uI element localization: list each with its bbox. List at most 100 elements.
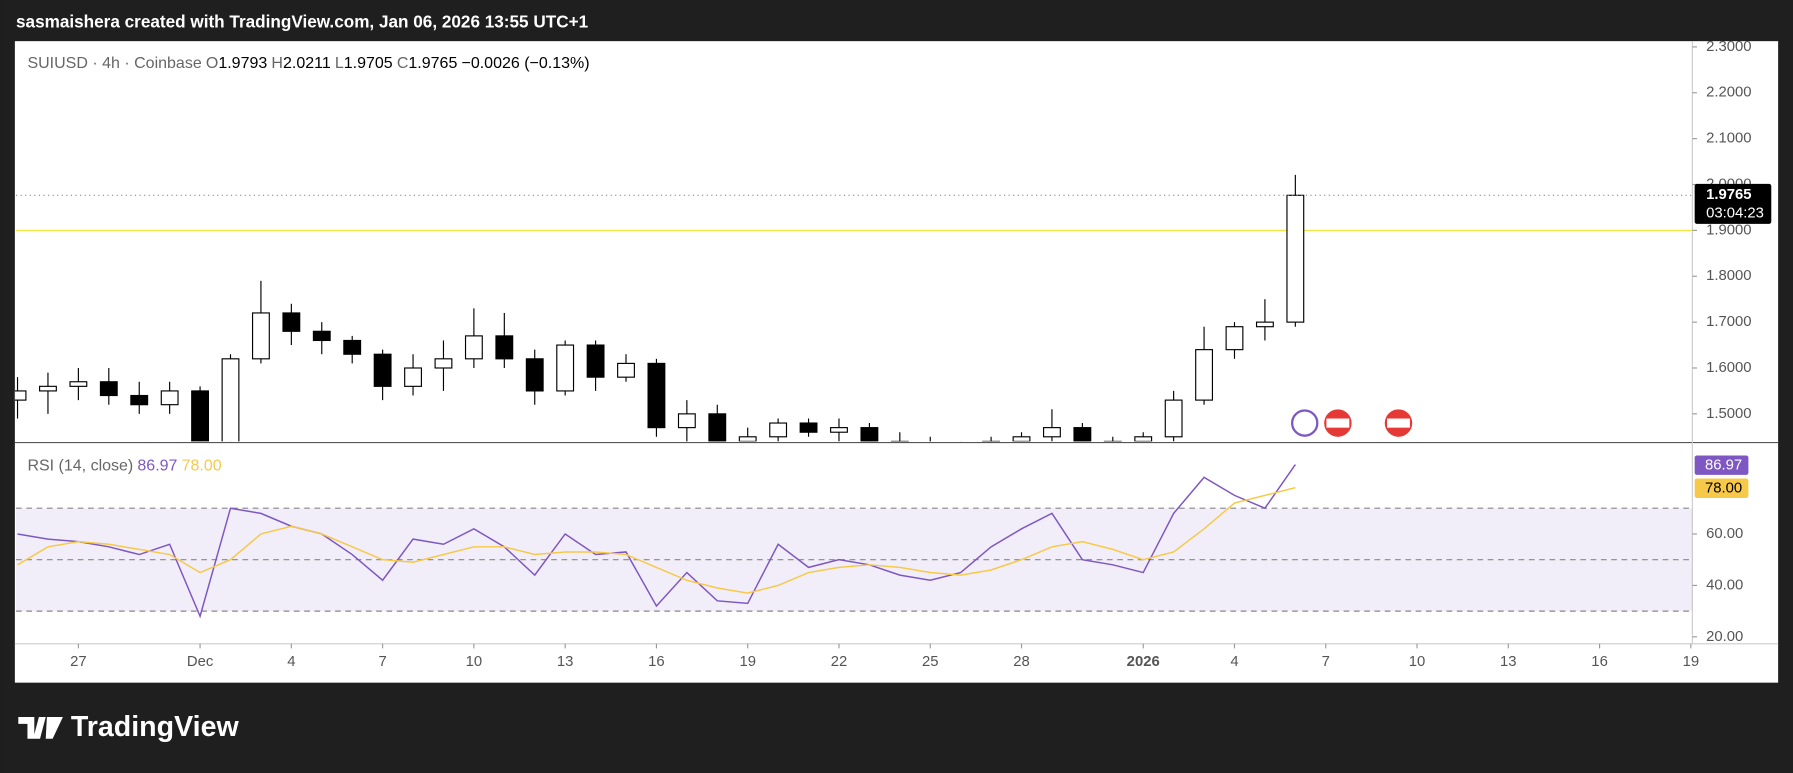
countdown: 03:04:23 xyxy=(1706,206,1764,222)
candle-body xyxy=(160,390,179,406)
candle-body xyxy=(1164,399,1183,438)
legend-item: 86.97 xyxy=(137,458,177,475)
logo-icon xyxy=(18,716,63,739)
last-price-box xyxy=(1694,183,1772,224)
candle-body xyxy=(799,422,818,433)
caption: sasmaishera created with TradingView.com… xyxy=(16,11,589,31)
candle-body xyxy=(14,390,27,401)
last-price-label: 1.9765 xyxy=(1706,187,1751,203)
y-tick-label: 1.9000 xyxy=(1706,222,1751,238)
candle-body xyxy=(312,330,331,342)
legend-item: 2.0211 xyxy=(283,55,331,72)
x-tick-label: Dec xyxy=(187,654,214,670)
x-tick-label: 4 xyxy=(1230,654,1238,670)
legend-item: 78.00 xyxy=(182,458,222,475)
candle-body xyxy=(647,362,666,429)
x-tick-label: 19 xyxy=(1683,654,1700,670)
candle-body xyxy=(343,339,362,355)
candle-body xyxy=(677,413,696,429)
rsi-value-label: 86.97 xyxy=(1705,458,1742,474)
x-tick-label: 25 xyxy=(922,654,939,670)
price-pane xyxy=(14,174,1693,442)
logo: TradingView xyxy=(18,711,239,743)
y-tick-label: 2.1000 xyxy=(1706,131,1751,147)
y-tick-label: 40.00 xyxy=(1706,577,1743,593)
x-tick-label: 10 xyxy=(466,654,483,670)
symbol-legend: SUIUSD · 4h · Coinbase O1.9793 H2.0211 L… xyxy=(27,55,589,72)
event-icon xyxy=(1291,409,1319,437)
candle-body xyxy=(1134,436,1153,442)
y-tick-label: 1.7000 xyxy=(1706,314,1751,330)
legend-item: L xyxy=(335,55,344,72)
x-tick-label: 13 xyxy=(1500,654,1517,670)
rsi-value-box xyxy=(1694,455,1749,475)
y-tick-label: 1.8000 xyxy=(1706,268,1751,284)
candle-body xyxy=(769,422,788,438)
candle-body xyxy=(191,390,210,442)
brand: TradingView xyxy=(71,711,240,743)
candle-body xyxy=(830,427,848,433)
legend-item: 1.9705 xyxy=(344,55,393,72)
legend-item: RSI (14, close) xyxy=(27,458,133,475)
candle-body xyxy=(282,312,301,332)
y-tick-label: 2.2000 xyxy=(1706,85,1751,101)
candle-body xyxy=(251,312,270,360)
candle-body xyxy=(860,427,879,442)
candle-body xyxy=(69,381,88,387)
legend-item: 1.9765 xyxy=(408,55,457,72)
rsi-pane xyxy=(16,464,1693,619)
legend-item: SUIUSD · 4h · Coinbase xyxy=(27,55,201,72)
y-tick-label: 1.6000 xyxy=(1706,360,1751,376)
chart-panel xyxy=(14,41,1779,683)
rsi-value-label: 78.00 xyxy=(1705,481,1742,497)
candle-body xyxy=(373,353,392,387)
x-tick-label: 4 xyxy=(287,654,295,670)
candle-body xyxy=(1286,194,1305,323)
candle-body xyxy=(708,413,727,442)
candle-body xyxy=(434,358,453,369)
event-icon xyxy=(1326,418,1350,428)
candle-body xyxy=(556,344,575,392)
x-tick-label: 19 xyxy=(739,654,756,670)
candle-body xyxy=(495,335,514,360)
x-tick-label: 7 xyxy=(378,654,386,670)
legend-item: −0.0026 (−0.13%) xyxy=(461,55,589,72)
candle-body xyxy=(617,362,635,378)
x-tick-label: 27 xyxy=(70,654,87,670)
candle-body xyxy=(1225,326,1244,351)
legend-item: O xyxy=(206,55,218,72)
x-tick-label: 28 xyxy=(1013,654,1030,670)
y-tick-label: 2.3000 xyxy=(1706,39,1751,55)
legend-item: C xyxy=(397,55,409,72)
candle-body xyxy=(221,358,240,442)
candle-body xyxy=(586,344,605,378)
legend-item: 1.9793 xyxy=(218,55,267,72)
legend-item: H xyxy=(271,55,283,72)
candle-body xyxy=(1195,349,1214,401)
candle-body xyxy=(525,358,544,392)
candle-body xyxy=(99,381,118,397)
y-tick-label: 1.5000 xyxy=(1706,406,1751,422)
x-tick-label: 13 xyxy=(557,654,574,670)
x-tick-label: 7 xyxy=(1322,654,1330,670)
candle-body xyxy=(1012,436,1031,442)
candle-body xyxy=(1255,321,1274,328)
candle-body xyxy=(1073,427,1092,442)
y-tick-label: 60.00 xyxy=(1706,526,1743,542)
candle-body xyxy=(130,394,149,406)
candle-body xyxy=(1043,427,1061,438)
rsi-line xyxy=(17,464,1296,619)
candle-body xyxy=(464,335,483,360)
candle-body xyxy=(39,385,57,392)
rsi-line xyxy=(17,486,1296,594)
candle-body xyxy=(738,436,757,442)
event-icon xyxy=(1387,418,1410,428)
axes: 1.50001.60001.70001.80001.90002.00002.10… xyxy=(70,39,1772,670)
x-tick-label: 10 xyxy=(1409,654,1426,670)
y-tick-label: 20.00 xyxy=(1706,629,1743,645)
x-tick-label: 16 xyxy=(1591,654,1608,670)
event-icons xyxy=(1291,409,1413,437)
x-tick-label: 2026 xyxy=(1127,654,1160,670)
rsi-legend: RSI (14, close) 86.97 78.00 xyxy=(27,458,221,475)
